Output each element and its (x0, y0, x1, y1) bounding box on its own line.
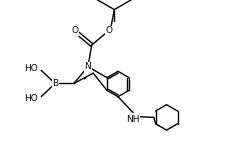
Text: B: B (52, 79, 58, 88)
Text: O: O (105, 26, 112, 35)
Text: N: N (85, 62, 91, 71)
Text: NH: NH (126, 115, 140, 124)
Text: HO: HO (24, 94, 38, 103)
Text: O: O (71, 26, 78, 35)
Text: HO: HO (24, 64, 38, 73)
